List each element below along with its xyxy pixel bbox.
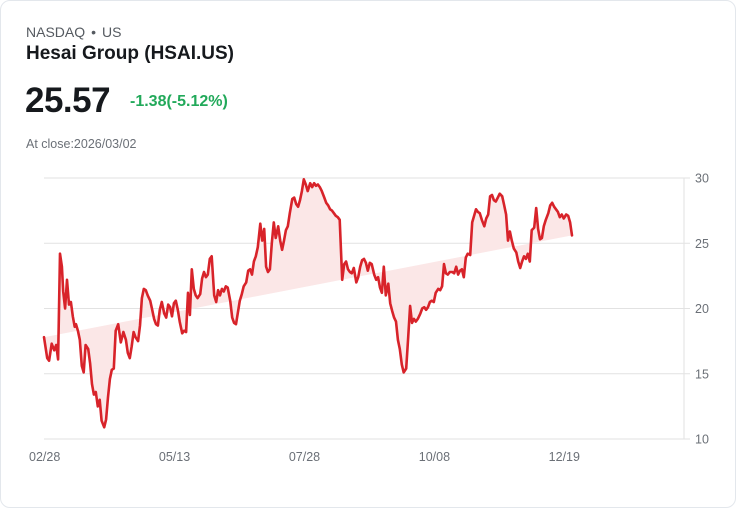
current-price: 25.57 [25,81,111,120]
y-axis-labels: 30 25 20 15 10 [695,172,709,447]
stock-title: Hesai Group (HSAI.US) [26,43,234,64]
price-area-fill [44,179,572,428]
y-tick-label: 20 [695,302,709,316]
exchange-line: NASDAQ • US [26,24,121,40]
y-tick-label: 10 [695,433,709,447]
price-chart[interactable]: 30 25 20 15 10 02/28 05/13 07/28 10/08 12/19 [1,161,736,471]
price-line [42,178,574,429]
x-tick-label: 12/19 [549,450,580,464]
x-axis-labels: 02/28 05/13 07/28 10/08 12/19 [29,450,580,464]
x-tick-label: 10/08 [419,450,450,464]
x-tick-label: 02/28 [29,450,60,464]
x-tick-label: 07/28 [289,450,320,464]
price-change: -1.38(-5.12%) [130,93,228,110]
close-timestamp: At close:2026/03/02 [26,137,137,151]
y-tick-label: 30 [695,172,709,186]
y-tick-label: 25 [695,237,709,251]
separator-dot: • [91,24,97,40]
x-tick-label: 05/13 [159,450,190,464]
exchange-name: NASDAQ [26,24,86,40]
y-tick-label: 15 [695,367,709,381]
market-name: US [102,24,122,40]
